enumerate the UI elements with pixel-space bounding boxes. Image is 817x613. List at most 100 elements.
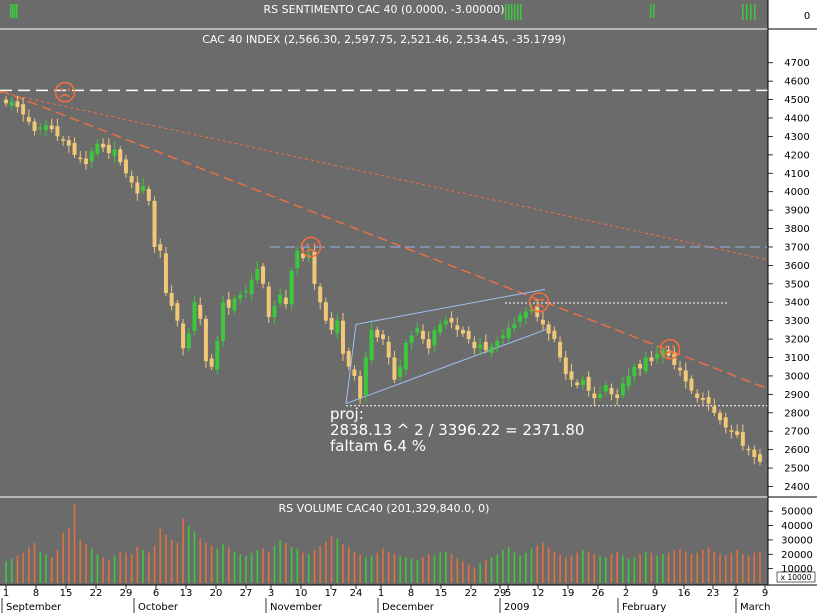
- price-tick-label: 3000: [784, 371, 809, 382]
- candle-body: [352, 369, 357, 376]
- sad-face-eye: [313, 243, 316, 246]
- sentiment-mark: [505, 4, 507, 20]
- candle-body: [209, 358, 214, 367]
- candle-body: [569, 371, 574, 380]
- day-tick-label: 5: [505, 588, 511, 599]
- month-tick-label: December: [382, 602, 435, 613]
- month-tick-label: March: [740, 602, 770, 613]
- axis-strip: [768, 0, 817, 585]
- sad-face-eye: [541, 298, 544, 302]
- candle-body: [181, 323, 186, 349]
- month-tick-label: September: [6, 602, 62, 613]
- price-tick-label: 2500: [784, 464, 809, 475]
- multiplier-box: [776, 571, 816, 583]
- sad-face-icon: [659, 338, 681, 360]
- candle-body: [438, 324, 443, 333]
- sad-face-eye: [306, 243, 309, 246]
- price-tick-label: 2800: [784, 408, 809, 419]
- sentiment-mark: [742, 4, 744, 20]
- candle-body: [495, 340, 500, 347]
- candle-body: [261, 266, 266, 284]
- candle-body: [558, 341, 563, 358]
- channel-lower: [345, 327, 551, 405]
- candle-body: [38, 127, 43, 129]
- candle-body: [335, 320, 340, 333]
- day-tick-label: 6: [153, 588, 159, 599]
- price-tick-label: 2400: [784, 482, 809, 493]
- sad-face-mouth: [533, 304, 545, 308]
- sad-face-icon: [528, 291, 550, 313]
- candle-body: [243, 291, 248, 293]
- candle-body: [403, 342, 408, 370]
- candle-body: [278, 294, 283, 304]
- volume-panel: RS VOLUME CAC40 (201,329,840.0, 0): [0, 496, 768, 583]
- day-tick-label: 13: [180, 588, 193, 599]
- right-axis: 0 2400 2500 2600 2700 2800 2900 3000 3100 3200 33…: [767, 0, 817, 585]
- price-tick-label: 3100: [784, 353, 809, 364]
- day-tick-label: 15: [60, 588, 73, 599]
- candle-body: [226, 299, 231, 308]
- volume-tick-label: 40000: [781, 521, 813, 532]
- candle-body: [329, 317, 334, 330]
- candle-body: [729, 430, 734, 432]
- candle-body: [101, 143, 106, 148]
- candle-body: [683, 370, 688, 382]
- candle-body: [72, 142, 77, 155]
- candle-body: [740, 432, 745, 446]
- candle-body: [415, 328, 420, 333]
- volume-tick-label: 30000: [781, 535, 813, 546]
- sentiment-panel: RS SENTIMENTO CAC 40 (0.0000, -3.00000): [0, 3, 768, 30]
- candle-body: [489, 346, 494, 353]
- candle-body: [66, 140, 71, 146]
- day-tick-labels: 1 8 15 22 29 6 13 20 27 3 10 17 24 1 8 15 22 295 12 19 26 2 9 1…: [3, 585, 768, 599]
- day-tick-label: 1: [378, 588, 384, 599]
- volume-multiplier: x 10000: [781, 573, 812, 582]
- candle-body: [472, 341, 477, 349]
- sad-face-mouth: [664, 351, 676, 355]
- candle-body: [460, 329, 465, 334]
- sad-face-markers: [54, 81, 681, 360]
- sad-face-eye: [534, 298, 537, 302]
- candle-body: [678, 367, 683, 371]
- candle-body: [672, 352, 677, 365]
- candle-body: [655, 353, 660, 359]
- price-tick-label: 4500: [784, 95, 809, 106]
- candle-body: [175, 303, 180, 321]
- day-tick-label: 23: [707, 588, 720, 599]
- candle-body: [586, 376, 591, 391]
- day-tick-label: 16: [678, 588, 691, 599]
- candle-body: [506, 328, 511, 339]
- candle-body: [706, 397, 711, 404]
- price-tick-label: 3600: [784, 261, 809, 272]
- candle-body: [483, 341, 488, 351]
- candle-body: [129, 176, 134, 183]
- candle-body: [500, 335, 505, 339]
- price-trend-lines: [0, 89, 769, 407]
- candle-body: [169, 293, 174, 306]
- candle-body: [700, 398, 705, 400]
- candle-body: [386, 341, 391, 358]
- price-tick-label: 3300: [784, 316, 809, 327]
- candle-body: [215, 340, 220, 370]
- volume-tick-label: 10000: [781, 564, 813, 575]
- candle-body: [15, 101, 20, 107]
- month-tick-label: February: [622, 602, 666, 613]
- candle-body: [198, 305, 203, 319]
- candle-body: [163, 253, 168, 294]
- price-tick-label: 3500: [784, 279, 809, 290]
- sentiment-mark: [14, 4, 16, 18]
- candle-body: [466, 330, 471, 340]
- candle-body: [272, 305, 277, 317]
- day-tick-label: 22: [465, 588, 478, 599]
- sentiment-mark: [511, 4, 513, 20]
- candle-body: [443, 320, 448, 325]
- candle-body: [61, 139, 66, 141]
- candle-body: [78, 157, 83, 160]
- price-panel: CAC 40 INDEX (2,566.30, 2,597.75, 2,521.…: [0, 33, 769, 466]
- candle-body: [32, 121, 37, 131]
- candle-body: [255, 269, 260, 281]
- price-tick-label: 4200: [784, 150, 809, 161]
- candle-body: [723, 417, 728, 428]
- candle-body: [449, 317, 454, 323]
